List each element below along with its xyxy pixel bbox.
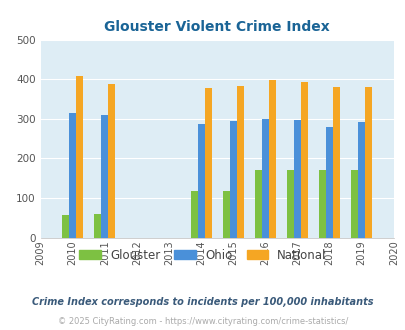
Bar (350, 170, 357, 238)
Bar (197, 123, 204, 238)
Bar (300, 82, 307, 238)
Text: © 2025 CityRating.com - https://www.cityrating.com/crime-statistics/: © 2025 CityRating.com - https://www.city… (58, 317, 347, 326)
Bar (325, 127, 333, 238)
Bar (293, 119, 300, 238)
Bar (333, 87, 339, 238)
Bar (229, 121, 236, 238)
Text: Crime Index corresponds to incidents per 100,000 inhabitants: Crime Index corresponds to incidents per… (32, 297, 373, 307)
Bar (364, 87, 371, 238)
Legend: Glouster, Ohio, National: Glouster, Ohio, National (75, 244, 330, 266)
Bar (69, 113, 76, 238)
Bar (286, 170, 293, 238)
Bar (190, 191, 197, 238)
Bar (101, 115, 108, 238)
Bar (261, 119, 268, 238)
Bar (222, 191, 229, 238)
Bar (254, 170, 261, 238)
Bar (76, 77, 83, 238)
Title: Glouster Violent Crime Index: Glouster Violent Crime Index (104, 20, 329, 34)
Bar (62, 215, 69, 238)
Bar (236, 85, 243, 238)
Bar (204, 88, 211, 238)
Bar (268, 80, 275, 238)
Bar (357, 121, 364, 238)
Bar (94, 214, 101, 238)
Bar (108, 84, 115, 238)
Bar (318, 170, 325, 238)
